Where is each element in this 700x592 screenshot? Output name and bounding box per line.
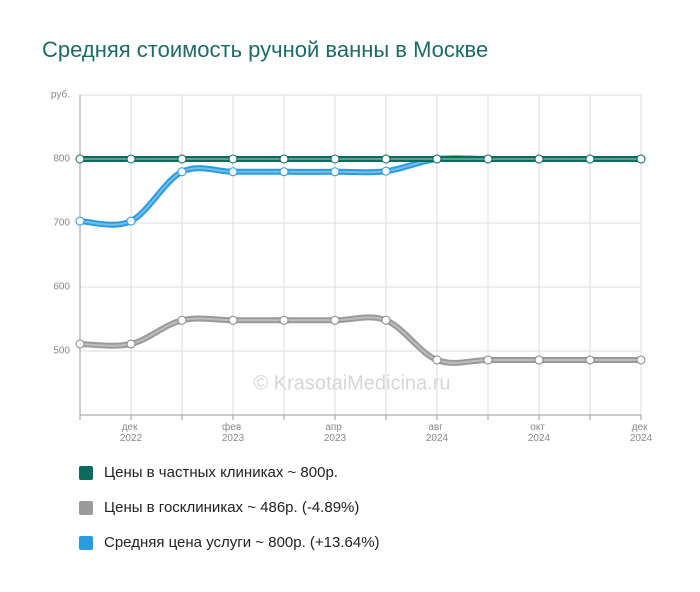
data-point: [381, 166, 391, 176]
data-point: [381, 154, 391, 164]
data-point: [585, 355, 595, 365]
legend-label: Цены в госклиниках ~ 486р. (-4.89%): [104, 499, 359, 516]
data-point: [330, 154, 340, 164]
x-tick-label: дек 2024: [630, 422, 653, 444]
x-tick-label: дек 2022: [120, 422, 143, 444]
data-point: [279, 154, 289, 164]
data-point: [636, 154, 646, 164]
data-point: [75, 339, 85, 349]
data-point: [177, 167, 187, 177]
data-point: [432, 154, 442, 164]
data-point: [483, 154, 493, 164]
data-point: [279, 167, 289, 177]
data-point: [330, 167, 340, 177]
x-tick-label: фев 2023: [222, 421, 245, 444]
data-point: [126, 216, 136, 226]
y-tick-label: 800: [53, 154, 70, 165]
data-point: [534, 154, 544, 164]
data-point: [177, 154, 187, 164]
data-point: [75, 154, 85, 164]
data-point: [483, 355, 493, 365]
data-point: [585, 154, 595, 164]
x-tick-label: окт 2024: [528, 422, 551, 444]
data-point: [381, 315, 391, 325]
watermark: © KrasotaiMedicina.ru: [253, 372, 450, 394]
legend-label: Цены в частных клиниках ~ 800р.: [104, 464, 338, 481]
series-line: [79, 155, 641, 228]
legend-label: Средняя цена услуги ~ 800р. (+13.64%): [104, 534, 380, 551]
series-line: [79, 314, 641, 366]
y-tick-label: руб.: [51, 89, 70, 101]
data-point: [534, 355, 544, 365]
data-point: [228, 315, 238, 325]
x-tick-label: апр 2023: [324, 422, 347, 444]
data-point: [126, 154, 136, 164]
y-tick-label: 700: [53, 218, 70, 229]
legend-swatch: [79, 466, 93, 480]
data-point: [330, 315, 340, 325]
data-point: [432, 355, 442, 365]
y-tick-label: 600: [53, 282, 70, 293]
series-line-highlight: [79, 316, 641, 364]
data-point: [636, 355, 646, 365]
data-point: [126, 339, 136, 349]
legend-swatch: [79, 536, 93, 550]
data-point: [279, 315, 289, 325]
legend-swatch: [79, 501, 93, 515]
y-tick-label: 500: [53, 346, 70, 357]
data-point: [177, 315, 187, 325]
data-point: [228, 167, 238, 177]
data-point: [228, 154, 238, 164]
chart-title: Средняя стоимость ручной ванны в Москве: [42, 37, 488, 62]
data-point: [75, 216, 85, 226]
x-tick-label: авг 2024: [426, 422, 449, 444]
